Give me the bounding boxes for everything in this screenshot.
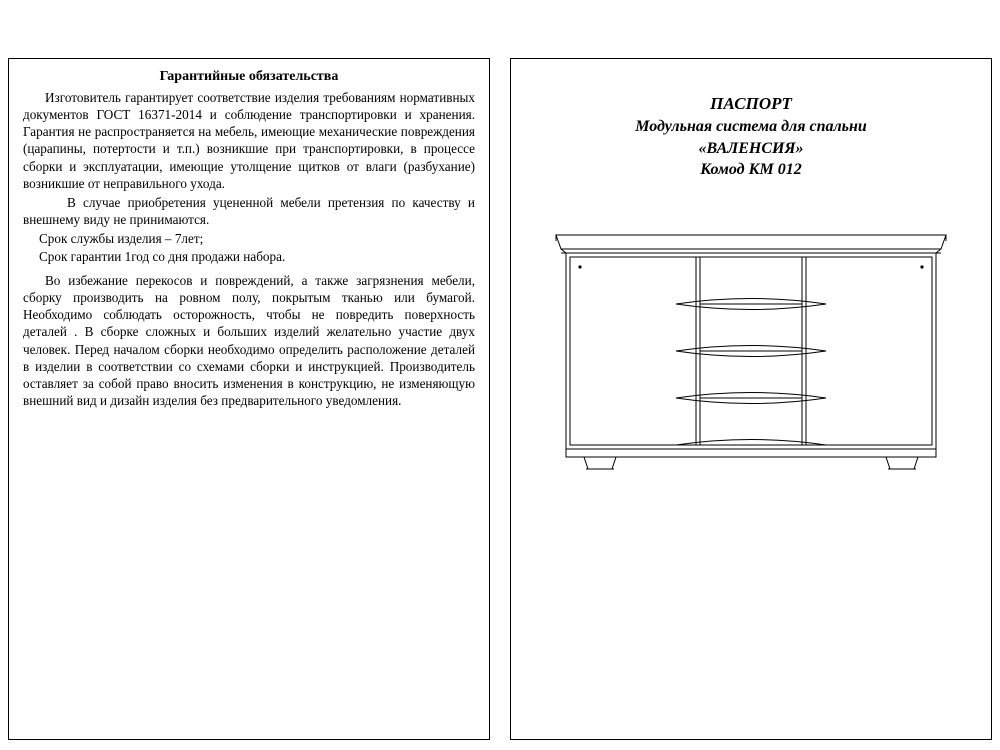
- warranty-period-line: Срок гарантии 1год со дня продажи набора…: [23, 248, 475, 266]
- warranty-terms: Срок службы изделия – 7лет; Срок гаранти…: [23, 230, 475, 266]
- dresser-drawing: [546, 213, 956, 493]
- warranty-para-1: Изготовитель гарантирует соответствие из…: [23, 89, 475, 192]
- dresser-drawing-wrap: [525, 213, 977, 493]
- passport-line-2: Модульная система для спальни: [525, 116, 977, 138]
- passport-line-1: ПАСПОРТ: [525, 93, 977, 116]
- warranty-para-2: В случае приобретения уцененной мебели п…: [23, 194, 475, 228]
- warranty-title: Гарантийные обязательства: [23, 69, 475, 85]
- service-life-line: Срок службы изделия – 7лет;: [23, 230, 475, 248]
- right-page: ПАСПОРТ Модульная система для спальни «В…: [510, 58, 992, 740]
- left-page: Гарантийные обязательства Изготовитель г…: [8, 58, 490, 740]
- passport-line-4: Комод КМ 012: [525, 159, 977, 181]
- warranty-para-3: Во избежание перекосов и повреждений, а …: [23, 272, 475, 409]
- passport-line-3: «ВАЛЕНСИЯ»: [525, 138, 977, 160]
- passport-header: ПАСПОРТ Модульная система для спальни «В…: [525, 93, 977, 181]
